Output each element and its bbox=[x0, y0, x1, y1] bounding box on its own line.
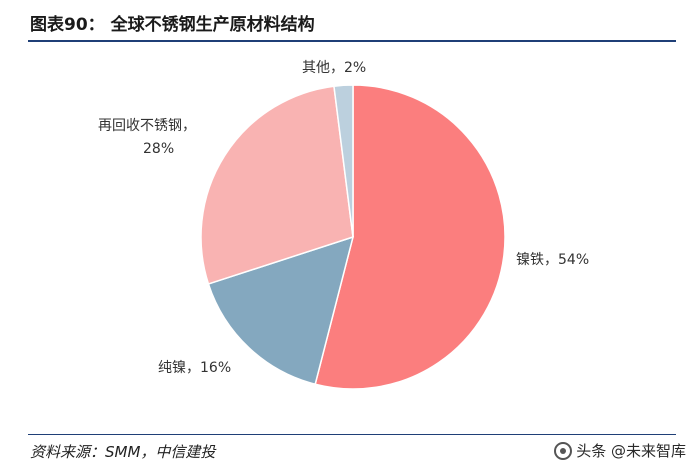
pie-slice-4 bbox=[333, 84, 354, 238]
footer-divider bbox=[28, 434, 676, 435]
pie-label-4: 其他，2% bbox=[302, 60, 366, 76]
pie-slice-2 bbox=[207, 235, 355, 386]
watermark-logo-icon bbox=[554, 441, 573, 460]
title-divider bbox=[28, 40, 676, 42]
pie-slice-1 bbox=[314, 84, 506, 390]
pie-slice-3 bbox=[200, 85, 354, 285]
pie-label-1: 镍铁，54% bbox=[516, 252, 589, 268]
pie-label-3: 再回收不锈钢， 28% bbox=[98, 118, 196, 157]
pie-label-2: 纯镍，16% bbox=[158, 360, 231, 376]
pie-labels: 镍铁，54% 纯镍，16% 再回收不锈钢， 28% 其他，2% bbox=[98, 60, 589, 376]
watermark-text: 头条 @未来智库 bbox=[576, 442, 686, 460]
watermark: 头条 @未来智库 bbox=[554, 440, 686, 461]
pie-slices bbox=[200, 84, 506, 390]
source-note: 资料来源：SMM，中信建投 bbox=[30, 443, 216, 461]
chart-title: 图表90： 全球不锈钢生产原材料结构 bbox=[30, 15, 315, 35]
